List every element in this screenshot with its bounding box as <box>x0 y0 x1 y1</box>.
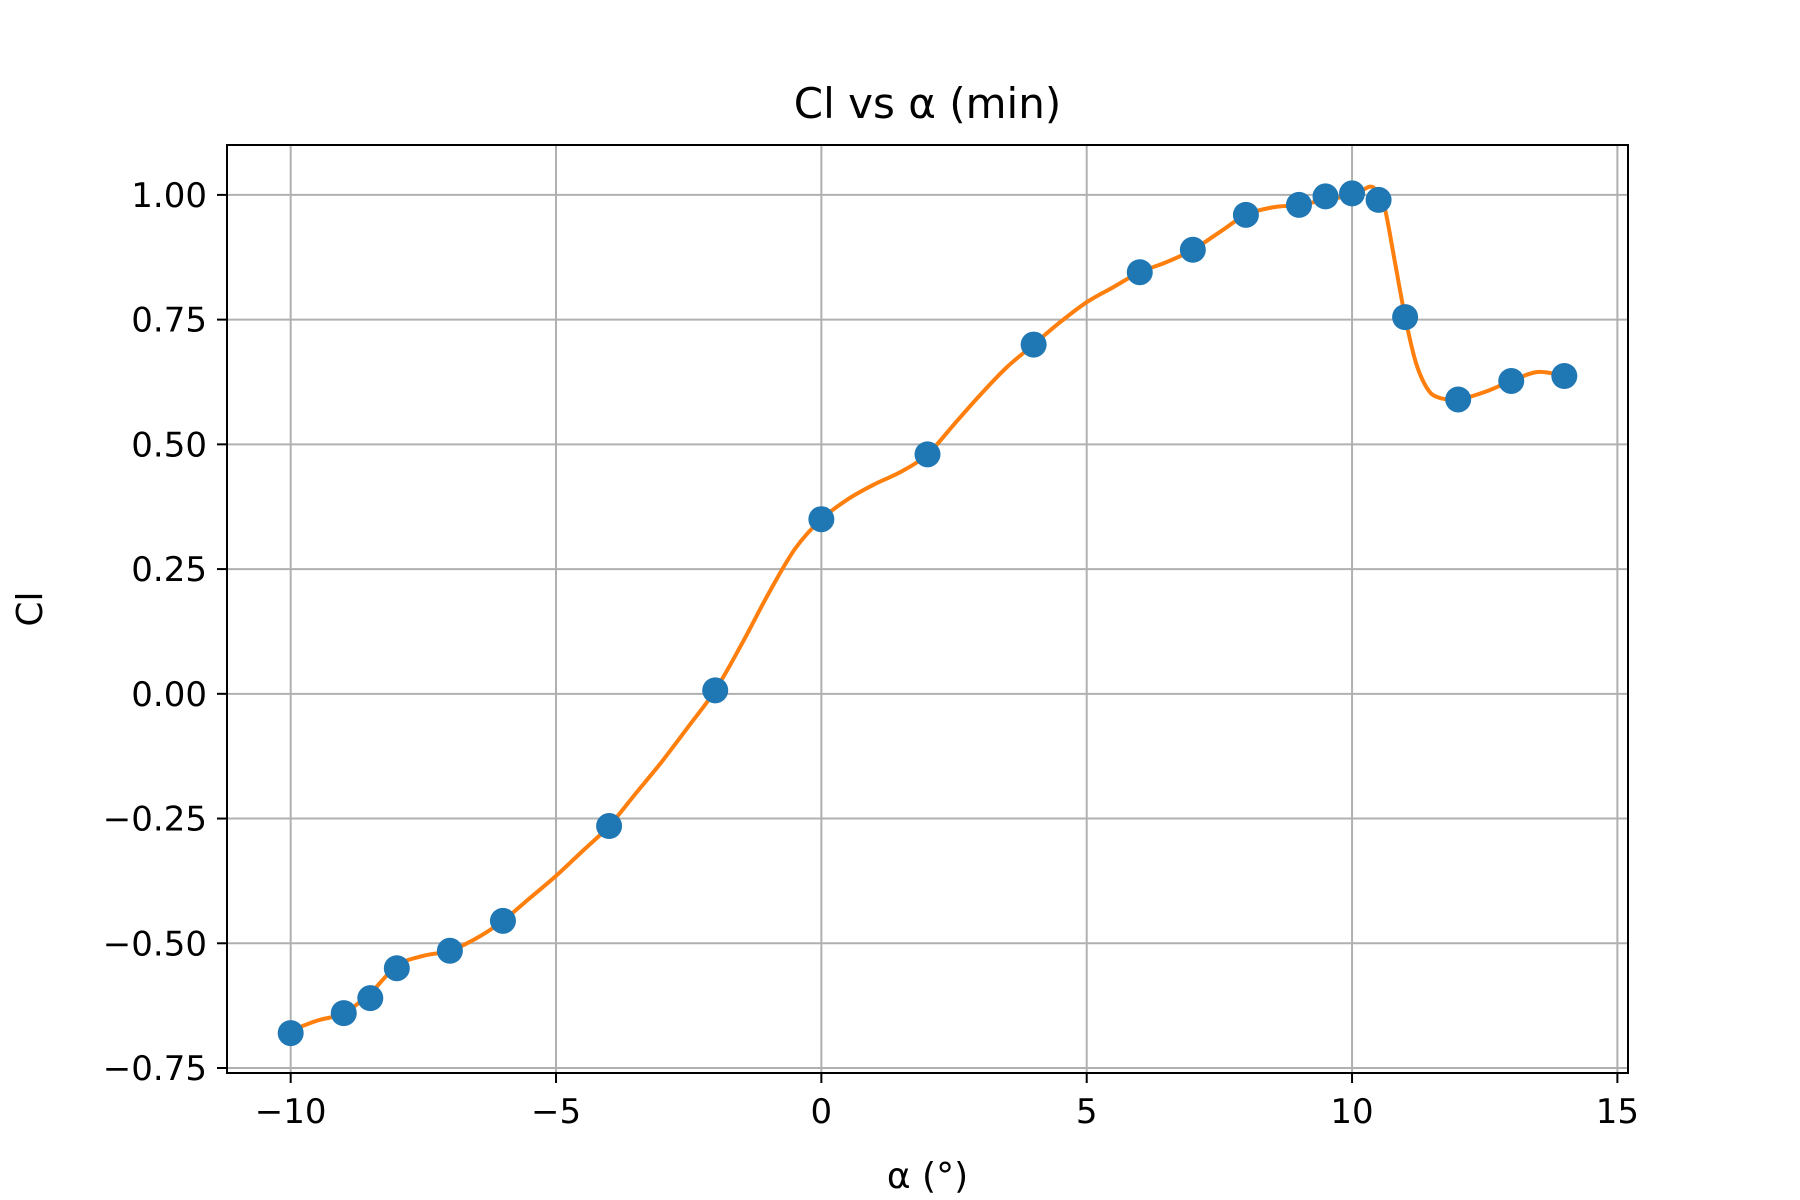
data-point <box>702 677 729 704</box>
fit-curve-line <box>288 184 1567 1033</box>
data-point <box>1126 259 1153 286</box>
data-point <box>1498 367 1525 394</box>
y-tick-label: −0.25 <box>103 800 207 840</box>
y-tick-label: 0.25 <box>131 550 207 590</box>
data-point <box>808 506 835 533</box>
data-point <box>277 1020 304 1047</box>
y-tick-label: 0.50 <box>131 425 207 465</box>
curve-layer <box>288 184 1567 1033</box>
x-tick-label: 5 <box>1076 1092 1098 1132</box>
ticks: −10 −5 0 5 10 15 −0.75 −0.50 −0.25 0.00 0.25 0.50 0.… <box>103 176 1639 1132</box>
data-point <box>1285 191 1312 218</box>
x-tick-label: 0 <box>811 1092 833 1132</box>
data-point <box>1392 304 1419 331</box>
x-tick-label: −10 <box>255 1092 327 1132</box>
data-point <box>1365 186 1392 213</box>
plot-frame <box>226 144 1629 1074</box>
data-point <box>1020 331 1047 358</box>
y-tick-label: −0.50 <box>103 924 207 964</box>
data-point <box>1312 183 1339 210</box>
data-point <box>1551 363 1578 390</box>
x-axis-label: α (°) <box>887 1156 968 1197</box>
y-tick-label: −0.75 <box>103 1049 207 1089</box>
data-point <box>436 937 463 964</box>
y-axis-label: Cl <box>10 591 51 626</box>
data-point <box>489 907 516 934</box>
data-point <box>1179 236 1206 263</box>
data-point <box>330 1000 357 1027</box>
chart-title: Cl vs α (min) <box>794 79 1061 128</box>
data-point <box>596 813 623 840</box>
data-point <box>914 441 941 468</box>
data-point <box>383 955 410 982</box>
data-point <box>357 985 384 1012</box>
points-layer <box>277 180 1578 1047</box>
y-tick-label: 0.00 <box>131 675 207 715</box>
x-tick-label: 10 <box>1330 1092 1373 1132</box>
x-tick-label: −5 <box>531 1092 581 1132</box>
y-tick-label: 1.00 <box>131 176 207 216</box>
y-tick-label: 0.75 <box>131 301 207 341</box>
data-point <box>1445 386 1472 413</box>
data-point <box>1232 201 1259 228</box>
data-point <box>1339 180 1366 207</box>
x-tick-label: 15 <box>1596 1092 1639 1132</box>
